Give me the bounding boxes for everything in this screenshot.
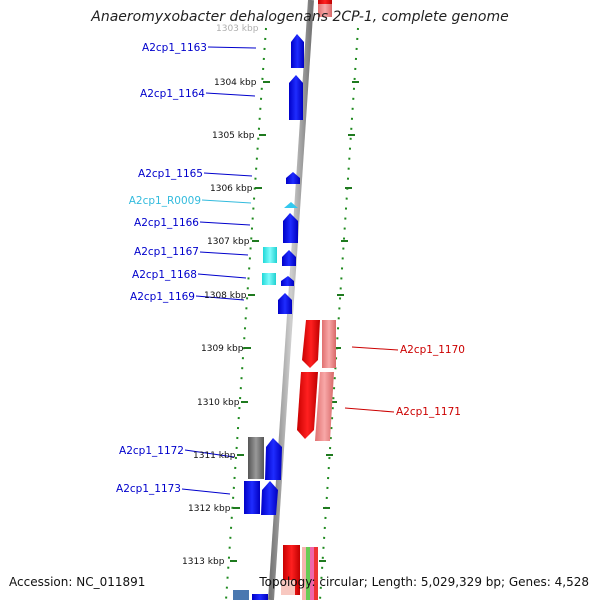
tick-label-top: 1303 kbp bbox=[216, 24, 259, 34]
gene-feature-bottom-box[interactable] bbox=[252, 594, 268, 600]
tick-label: 1312 kbp bbox=[188, 504, 231, 514]
gene-feature-1163[interactable] bbox=[291, 34, 304, 68]
gene-feature-1173-box[interactable] bbox=[244, 481, 260, 514]
tick-label: 1306 kbp bbox=[210, 184, 253, 194]
kbp-labels: 1303 kbp 1304 kbp 1305 kbp 1306 kbp 1307… bbox=[182, 24, 259, 567]
gene-feature-1170[interactable] bbox=[302, 320, 320, 368]
gene-feature-r0009[interactable] bbox=[284, 202, 298, 208]
gene-feature-top-red[interactable] bbox=[318, 0, 332, 4]
gene-feature-bottom-multi-3[interactable] bbox=[310, 547, 314, 600]
reverse-genes bbox=[281, 0, 336, 600]
tick-label: 1310 kbp bbox=[197, 398, 240, 408]
gene-feature-bottom-pink[interactable] bbox=[281, 580, 295, 595]
gene-feature-1165[interactable] bbox=[286, 172, 300, 184]
gene-feature-1170-light[interactable] bbox=[322, 320, 336, 368]
gene-label-1172[interactable]: A2cp1_1172 bbox=[119, 445, 184, 457]
tick-label: 1311 kbp bbox=[193, 451, 236, 461]
gene-label-1165[interactable]: A2cp1_1165 bbox=[138, 168, 203, 180]
gene-label-r0009[interactable]: A2cp1_R0009 bbox=[129, 195, 201, 207]
gene-label-1173[interactable]: A2cp1_1173 bbox=[116, 483, 181, 495]
gene-feature-1171-light[interactable] bbox=[315, 372, 334, 441]
gene-label-1170[interactable]: A2cp1_1170 bbox=[400, 344, 465, 356]
tick-label: 1308 kbp bbox=[204, 291, 247, 301]
gene-feature-top-pink[interactable] bbox=[318, 4, 332, 17]
tick-label: 1309 kbp bbox=[201, 344, 244, 354]
accession-text: Accession: NC_011891 bbox=[9, 575, 146, 589]
cyan-feature-1167[interactable] bbox=[263, 247, 277, 263]
gene-feature-bottom-box-2[interactable] bbox=[233, 590, 249, 600]
gene-labels: A2cp1_1163 A2cp1_1164 A2cp1_1165 A2cp1_R… bbox=[116, 42, 465, 495]
gene-label-1164[interactable]: A2cp1_1164 bbox=[140, 88, 205, 100]
gene-feature-1172[interactable] bbox=[265, 438, 282, 480]
gene-feature-1168[interactable] bbox=[281, 276, 294, 286]
tick-label: 1304 kbp bbox=[214, 78, 257, 88]
genome-summary-text: Topology: circular; Length: 5,029,329 bp… bbox=[259, 575, 589, 589]
gene-feature-1167[interactable] bbox=[282, 250, 296, 266]
forward-genes bbox=[233, 34, 304, 600]
tick-label: 1307 kbp bbox=[207, 237, 250, 247]
cyan-feature-1168[interactable] bbox=[262, 273, 276, 285]
gray-feature-1172[interactable] bbox=[248, 437, 264, 479]
gene-feature-bottom-multi-1[interactable] bbox=[302, 547, 306, 600]
gene-feature-1173[interactable] bbox=[261, 481, 278, 515]
outer-dotted-track-right bbox=[319, 27, 359, 600]
label-leader-lines bbox=[181, 46, 399, 495]
other-track-features bbox=[248, 247, 277, 479]
gene-feature-bottom-multi-2[interactable] bbox=[306, 547, 310, 600]
map-title: Anaeromyxobacter dehalogenans 2CP-1, com… bbox=[91, 9, 509, 25]
gene-feature-1169[interactable] bbox=[278, 293, 292, 314]
tick-label: 1305 kbp bbox=[212, 131, 255, 141]
gene-feature-1164[interactable] bbox=[289, 75, 303, 120]
gene-feature-1171[interactable] bbox=[297, 372, 318, 439]
gene-label-1168[interactable]: A2cp1_1168 bbox=[132, 269, 197, 281]
tick-label: 1313 kbp bbox=[182, 557, 225, 567]
gene-label-1169[interactable]: A2cp1_1169 bbox=[130, 291, 195, 303]
gene-feature-bottom-multi-4[interactable] bbox=[314, 547, 318, 600]
gene-label-1163[interactable]: A2cp1_1163 bbox=[142, 42, 207, 54]
outer-dotted-track-left bbox=[225, 27, 267, 600]
gene-feature-1166[interactable] bbox=[283, 213, 298, 243]
gene-label-1166[interactable]: A2cp1_1166 bbox=[134, 217, 199, 229]
gene-label-1167[interactable]: A2cp1_1167 bbox=[134, 246, 199, 258]
gene-label-1171[interactable]: A2cp1_1171 bbox=[396, 406, 461, 418]
